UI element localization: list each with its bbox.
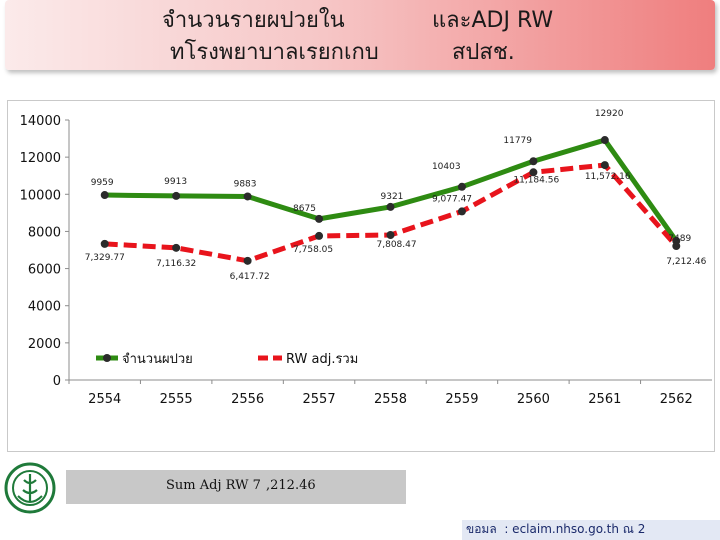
- rw-point: [100, 239, 109, 248]
- x-tick-label: 2558: [374, 392, 407, 407]
- patients-point: [529, 157, 538, 166]
- rw-data-label: 9,077.47: [432, 194, 472, 204]
- patients-data-label: 12920: [595, 109, 624, 119]
- rw-point: [672, 242, 681, 251]
- rw-data-label: 7,808.47: [377, 240, 417, 250]
- patients-data-label: 9883: [234, 179, 257, 189]
- rw-point: [529, 168, 538, 177]
- title-line1-left: จำนวนรายผปวยใน: [162, 8, 345, 33]
- legend-marker-patients: [103, 354, 111, 362]
- rw-point: [315, 231, 324, 240]
- y-tick-label: 0: [53, 374, 61, 389]
- x-tick-label: 2556: [231, 392, 264, 407]
- x-tick-label: 2561: [588, 392, 621, 407]
- rw-point: [457, 207, 466, 216]
- x-tick-label: 2560: [517, 392, 550, 407]
- summary-value: ,212.46: [266, 478, 316, 493]
- y-tick-label: 12000: [20, 151, 61, 166]
- patients-point: [243, 192, 252, 201]
- rw-data-label: 7,329.77: [85, 253, 125, 263]
- patients-data-label: 8675: [293, 204, 316, 214]
- rw-data-label: 11,184.56: [513, 175, 559, 185]
- rw-data-label: 7,212.46: [666, 257, 706, 267]
- x-tick-label: 2557: [303, 392, 336, 407]
- rw-point: [600, 161, 609, 170]
- patients-point: [172, 191, 181, 200]
- rw-point: [172, 243, 181, 252]
- x-tick-label: 2554: [88, 392, 121, 407]
- rw-data-label: 6,417.72: [230, 272, 270, 282]
- y-tick-label: 6000: [28, 263, 61, 278]
- rw-data-label: 7,116.32: [156, 259, 196, 269]
- y-tick-label: 2000: [28, 337, 61, 352]
- x-tick-label: 2555: [160, 392, 193, 407]
- patients-data-label: 10403: [432, 162, 461, 172]
- title-banner: [5, 0, 715, 70]
- summary-label: Sum Adj RW 7: [166, 478, 261, 493]
- chart-legend: จำนวนผปวย RW adj.รวม: [96, 352, 358, 367]
- source-text: ขอมล : eclaim.nhso.go.th ณ 2: [466, 520, 645, 539]
- y-tick-label: 10000: [20, 188, 61, 203]
- rw-data-label: 11,572.16: [585, 172, 631, 182]
- patients-point: [315, 214, 324, 223]
- y-tick-label: 8000: [28, 225, 61, 240]
- ministry-logo: [4, 462, 56, 514]
- chart-frame: [7, 100, 715, 452]
- x-tick-label: 2562: [660, 392, 693, 407]
- y-tick-label: 4000: [28, 300, 61, 315]
- patients-point: [386, 202, 395, 211]
- title-line2-right: สปสช.: [452, 40, 515, 65]
- title-line2-left: ทโรงพยาบาลเรยกเกบ: [170, 40, 379, 65]
- rw-data-label: 7,758.05: [293, 245, 333, 255]
- legend-label-patients: จำนวนผปวย: [122, 352, 193, 367]
- x-tick-label: 2559: [445, 392, 478, 407]
- summary-box: [66, 470, 406, 504]
- patients-point: [457, 182, 466, 191]
- patients-point: [100, 191, 109, 200]
- rw-point: [243, 256, 252, 265]
- source-label: ขอมล: [466, 522, 497, 536]
- legend-label-rw: RW adj.รวม: [286, 352, 358, 367]
- patients-data-label: 9913: [164, 177, 187, 187]
- chart-axes: 0 2000 4000 6000 8000 10000 12000 14000 2554 2555…: [20, 114, 712, 407]
- patients-data-label: 9321: [381, 192, 404, 202]
- series-line-patients: [104, 137, 679, 243]
- y-tick-label: 14000: [20, 114, 61, 129]
- patients-data-label: 7489: [668, 234, 691, 244]
- patients-data-label: 11779: [503, 136, 532, 146]
- patients-point: [600, 136, 609, 145]
- patients-data-label: 9959: [91, 178, 114, 188]
- rw-point: [386, 230, 395, 239]
- title-line1-right: และADJ RW: [432, 8, 554, 33]
- source-box: [462, 520, 720, 540]
- source-value: : eclaim.nhso.go.th ณ 2: [504, 522, 646, 536]
- chart-marks: 9959 9913 9883 8675 9321 10403 11779 12920 7489 7…: [85, 109, 707, 282]
